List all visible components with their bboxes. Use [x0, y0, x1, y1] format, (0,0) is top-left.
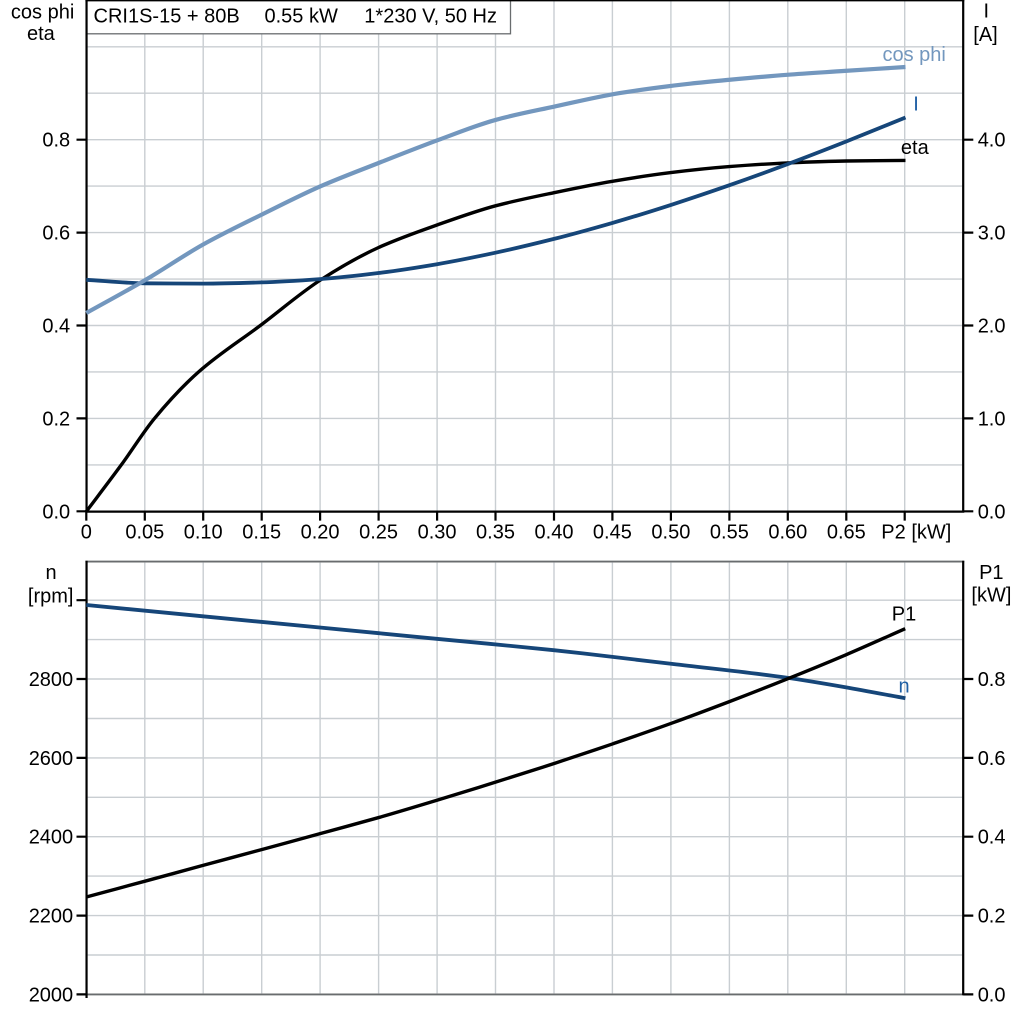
svg-text:P1: P1 — [892, 604, 916, 626]
svg-text:0.30: 0.30 — [418, 522, 457, 544]
svg-text:0.0: 0.0 — [42, 501, 70, 523]
svg-text:0.8: 0.8 — [978, 669, 1006, 691]
svg-text:0.55: 0.55 — [710, 522, 749, 544]
svg-text:2000: 2000 — [29, 984, 74, 1006]
svg-text:0.65: 0.65 — [827, 522, 866, 544]
svg-text:0.50: 0.50 — [651, 522, 690, 544]
svg-text:0.0: 0.0 — [978, 501, 1006, 523]
svg-text:0.40: 0.40 — [535, 522, 574, 544]
svg-text:2200: 2200 — [29, 906, 74, 928]
svg-text:0.55 kW: 0.55 kW — [265, 6, 338, 28]
svg-text:0.35: 0.35 — [476, 522, 515, 544]
svg-text:0: 0 — [81, 522, 92, 544]
svg-text:cos phi: cos phi — [11, 1, 74, 23]
svg-text:[kW]: [kW] — [971, 584, 1011, 606]
svg-text:2600: 2600 — [29, 748, 74, 770]
svg-text:0.2: 0.2 — [978, 906, 1006, 928]
svg-text:0.6: 0.6 — [978, 748, 1006, 770]
svg-text:2.0: 2.0 — [978, 316, 1006, 338]
svg-text:I: I — [984, 1, 990, 23]
svg-text:2800: 2800 — [29, 669, 74, 691]
svg-text:4.0: 4.0 — [978, 130, 1006, 152]
svg-text:0.60: 0.60 — [768, 522, 807, 544]
svg-text:0.2: 0.2 — [42, 408, 70, 430]
svg-text:0.20: 0.20 — [301, 522, 340, 544]
svg-text:3.0: 3.0 — [978, 223, 1006, 245]
svg-text:0.25: 0.25 — [359, 522, 398, 544]
svg-text:0.6: 0.6 — [42, 223, 70, 245]
svg-text:0.0: 0.0 — [978, 984, 1006, 1006]
svg-text:P2 [kW]: P2 [kW] — [881, 522, 951, 544]
svg-text:0.10: 0.10 — [184, 522, 223, 544]
svg-text:[rpm]: [rpm] — [28, 585, 74, 607]
svg-text:2400: 2400 — [29, 827, 74, 849]
svg-text:n: n — [45, 562, 56, 584]
svg-text:0.8: 0.8 — [42, 130, 70, 152]
svg-text:1*230 V, 50 Hz: 1*230 V, 50 Hz — [364, 6, 497, 28]
svg-text:0.4: 0.4 — [978, 827, 1006, 849]
svg-text:1.0: 1.0 — [978, 408, 1006, 430]
svg-text:CRI1S-15 + 80B: CRI1S-15 + 80B — [94, 6, 240, 28]
svg-text:0.05: 0.05 — [125, 522, 164, 544]
svg-text:[A]: [A] — [973, 24, 997, 46]
svg-text:eta: eta — [901, 137, 930, 159]
svg-text:0.4: 0.4 — [42, 316, 70, 338]
svg-text:cos phi: cos phi — [883, 44, 946, 66]
svg-text:eta: eta — [27, 23, 56, 45]
svg-text:n: n — [898, 675, 909, 697]
svg-text:P1: P1 — [979, 562, 1003, 584]
svg-text:0.15: 0.15 — [242, 522, 281, 544]
svg-text:I: I — [913, 93, 919, 115]
svg-text:0.45: 0.45 — [593, 522, 632, 544]
